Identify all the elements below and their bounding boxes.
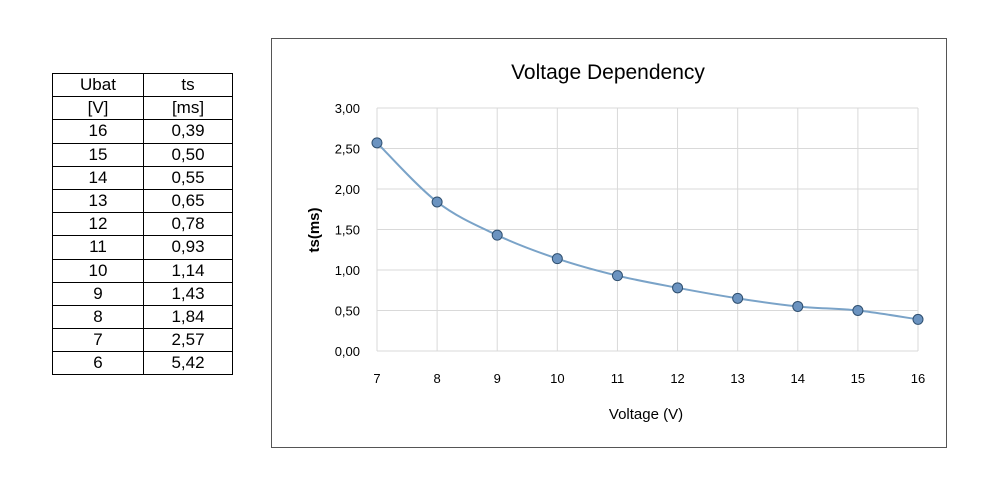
x-tick-label: 14 bbox=[791, 371, 805, 386]
x-tick-label: 10 bbox=[550, 371, 564, 386]
y-tick-label: 0,50 bbox=[335, 304, 360, 319]
x-tick-label: 8 bbox=[433, 371, 440, 386]
y-tick-label: 2,00 bbox=[335, 182, 360, 197]
table-row: 14 0,55 bbox=[52, 165, 233, 190]
table-row: 12 0,78 bbox=[52, 212, 233, 237]
table-row: 7 2,57 bbox=[52, 328, 233, 353]
ts-cell: 0,55 bbox=[143, 165, 233, 190]
data-point bbox=[852, 305, 864, 316]
ts-cell: 1,84 bbox=[143, 304, 233, 330]
ts-cell: 0,93 bbox=[143, 235, 233, 260]
ubat-cell: 11 bbox=[52, 235, 144, 260]
table-row: 15 0,50 bbox=[52, 142, 233, 167]
data-point bbox=[371, 137, 383, 149]
table-header-row: Ubat ts bbox=[52, 72, 233, 98]
y-tick-label: 1,00 bbox=[335, 263, 360, 278]
x-tick-label: 7 bbox=[373, 371, 380, 386]
ubat-cell: Ubat bbox=[52, 72, 144, 98]
data-point bbox=[912, 313, 924, 325]
data-point bbox=[551, 253, 563, 265]
table-row: 6 5,42 bbox=[52, 351, 233, 376]
chart-title: Voltage Dependency bbox=[511, 61, 705, 84]
ubat-cell: 6 bbox=[52, 351, 144, 376]
data-point bbox=[672, 282, 684, 294]
ts-cell: 5,42 bbox=[143, 351, 233, 376]
chart-frame bbox=[271, 38, 947, 448]
data-point bbox=[792, 300, 804, 312]
data-point bbox=[732, 292, 744, 304]
ts-cell: 0,78 bbox=[143, 212, 233, 237]
x-tick-label: 12 bbox=[670, 371, 684, 386]
ubat-cell: 13 bbox=[52, 188, 144, 214]
ts-cell: ts bbox=[143, 72, 233, 98]
x-axis-label: Voltage (V) bbox=[609, 406, 683, 423]
table-units-row: [V] [ms] bbox=[52, 96, 233, 121]
ts-cell: 0,39 bbox=[143, 119, 233, 144]
ubat-cell: 12 bbox=[52, 212, 144, 237]
data-point bbox=[611, 270, 623, 282]
ubat-cell: 14 bbox=[52, 165, 144, 190]
series-line bbox=[376, 142, 919, 321]
y-tick-label: 2,50 bbox=[335, 142, 360, 157]
x-tick-label: 15 bbox=[851, 371, 865, 386]
table-row: 11 0,93 bbox=[52, 235, 233, 260]
y-axis-label: ts(ms) bbox=[306, 207, 323, 252]
ts-cell: 0,65 bbox=[143, 188, 233, 214]
y-tick-label: 0,00 bbox=[335, 344, 360, 359]
ubat-cell: 15 bbox=[52, 142, 144, 167]
x-tick-label: 16 bbox=[911, 371, 925, 386]
data-point bbox=[431, 196, 443, 208]
data-point bbox=[491, 229, 503, 241]
ubat-cell: 7 bbox=[52, 328, 144, 353]
y-tick-label: 1,50 bbox=[335, 223, 360, 238]
x-tick-label: 11 bbox=[611, 371, 625, 386]
ts-cell: [ms] bbox=[143, 96, 233, 121]
ubat-cell: 10 bbox=[52, 258, 144, 283]
x-tick-label: 9 bbox=[494, 371, 501, 386]
x-tick-label: 13 bbox=[730, 371, 744, 386]
y-tick-label: 3,00 bbox=[335, 101, 360, 116]
ts-cell: 0,50 bbox=[143, 142, 233, 167]
data-table: Ubat ts [V] [ms] 16 0,39 15 0,50 14 0,55 13 0,65 12 0… bbox=[52, 72, 233, 376]
table-row: 16 0,39 bbox=[52, 119, 233, 144]
table-row: 13 0,65 bbox=[52, 188, 233, 214]
